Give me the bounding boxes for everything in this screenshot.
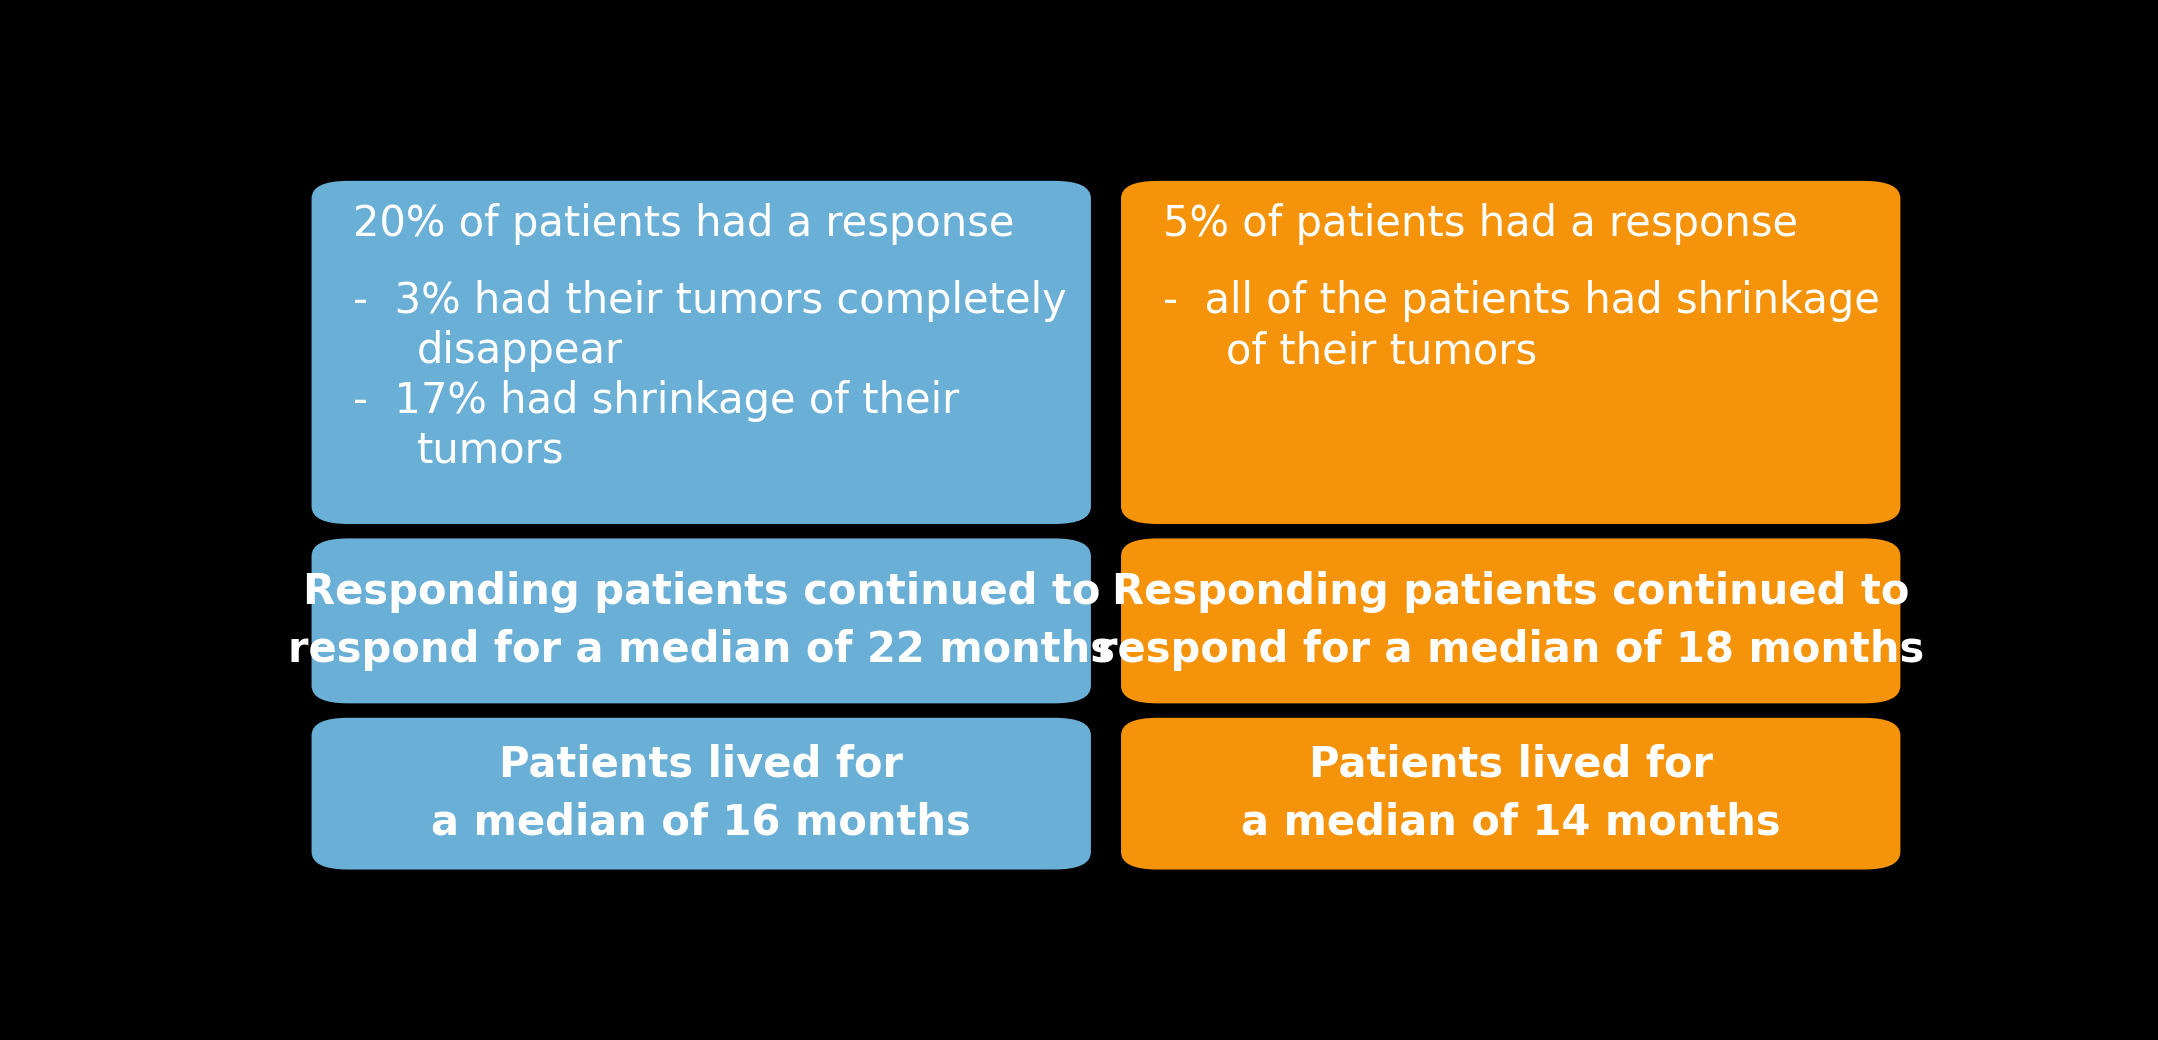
Text: tumors: tumors bbox=[416, 430, 565, 471]
Text: Responding patients continued to
respond for a median of 18 months: Responding patients continued to respond… bbox=[1096, 571, 1925, 671]
FancyBboxPatch shape bbox=[311, 718, 1092, 869]
Text: Patients lived for
a median of 14 months: Patients lived for a median of 14 months bbox=[1241, 744, 1780, 843]
Text: 5% of patients had a response: 5% of patients had a response bbox=[1163, 203, 1798, 245]
Text: disappear: disappear bbox=[416, 330, 624, 372]
FancyBboxPatch shape bbox=[1120, 539, 1901, 703]
Text: Responding patients continued to
respond for a median of 22 months: Responding patients continued to respond… bbox=[287, 571, 1116, 671]
Text: -  3% had their tumors completely: - 3% had their tumors completely bbox=[354, 281, 1066, 322]
Text: -  17% had shrinkage of their: - 17% had shrinkage of their bbox=[354, 380, 960, 422]
Text: Patients lived for
a median of 16 months: Patients lived for a median of 16 months bbox=[432, 744, 971, 843]
Text: of their tumors: of their tumors bbox=[1226, 330, 1536, 372]
FancyBboxPatch shape bbox=[311, 539, 1092, 703]
FancyBboxPatch shape bbox=[1120, 181, 1901, 524]
FancyBboxPatch shape bbox=[1120, 718, 1901, 869]
FancyBboxPatch shape bbox=[311, 181, 1092, 524]
Text: -  all of the patients had shrinkage: - all of the patients had shrinkage bbox=[1163, 281, 1880, 322]
Text: 20% of patients had a response: 20% of patients had a response bbox=[354, 203, 1014, 245]
